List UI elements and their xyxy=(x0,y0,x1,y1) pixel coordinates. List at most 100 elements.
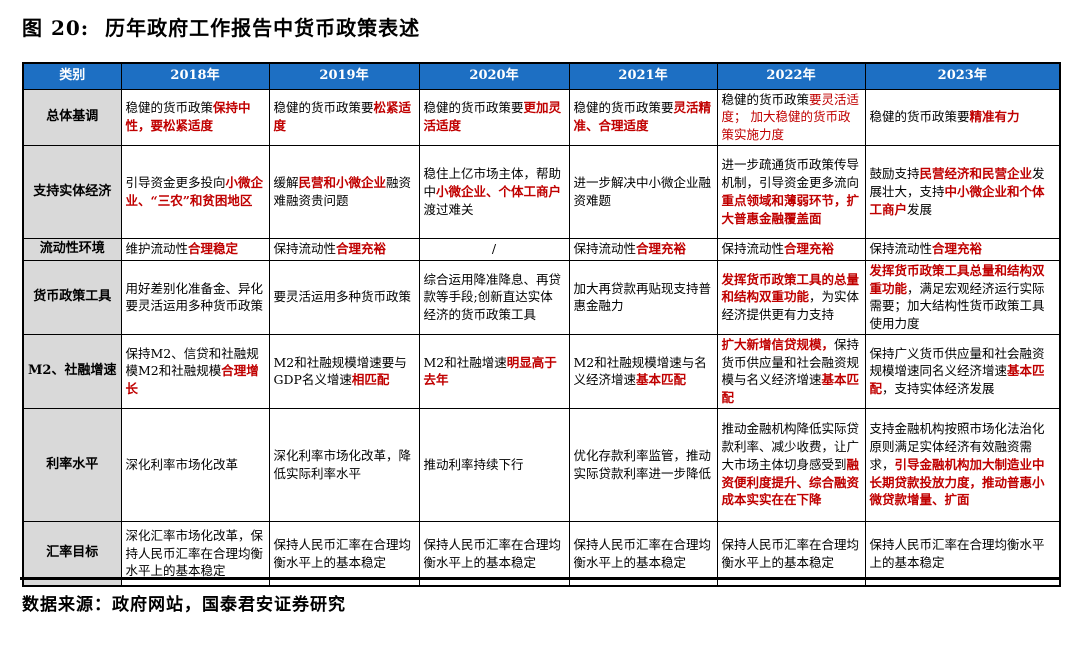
text-segment: 稳健的货币政策要 xyxy=(869,109,970,125)
text-segment: / xyxy=(491,241,497,257)
text-segment: 明显高于去年 xyxy=(423,354,557,388)
text-segment: 深化利率市场化改革 xyxy=(125,456,239,472)
table-cell: 发挥货币政策工具的总量和结构双重功能，为实体经济提供更有力支持 xyxy=(716,259,866,335)
text-segment: 综合运用降准降息、再贷款等手段;创新直达实体经济的货币政策工具 xyxy=(423,271,562,323)
text-segment: 发挥货币政策工具的总量和结构双重功能 xyxy=(721,271,860,305)
column-header: 类别 xyxy=(22,62,122,90)
text-segment: 保持中性，要松紧适度 xyxy=(125,100,251,134)
text-segment: 保持流动性 xyxy=(573,241,637,257)
text-segment: 小微企业、“三农”和贫困地区 xyxy=(125,175,264,208)
table-cell: 保持流动性合理充裕 xyxy=(716,237,866,261)
text-segment: 推动金融机构降低实际贷款利率、减少收费，让广大市场主体切身感受到 xyxy=(721,421,860,472)
text-segment: 保持货币供应量和社会融资规模与名义经济增速 xyxy=(721,336,860,388)
text-segment: 保持流动性 xyxy=(273,241,337,257)
text-segment: 发展 xyxy=(907,201,933,217)
text-segment: 稳健的货币政策 xyxy=(721,91,810,107)
text-segment: ，为实体经济提供更有力支持 xyxy=(721,289,860,323)
text-segment: 推动利率持续下行 xyxy=(423,456,524,472)
text-segment: 稳住上亿市场主体，帮助中 xyxy=(423,166,562,199)
table-cell: 推动利率持续下行 xyxy=(418,407,570,522)
text-segment: 合理增长 xyxy=(125,363,259,397)
text-segment: 发挥货币政策工具总量和结构双重功能 xyxy=(869,262,1045,296)
text-segment: 保持人民币汇率在合理均衡水平上的基本稳定 xyxy=(869,536,1045,570)
table-cell: 发挥货币政策工具总量和结构双重功能，满足宏观经济运行实际需要；加大结构性货币政策… xyxy=(864,259,1061,335)
column-header: 2019年 xyxy=(268,62,420,90)
table-cell: 保持广义货币供应量和社会融资规模增速同名义经济增速基本匹配，支持实体经济发展 xyxy=(864,333,1061,409)
text-segment: 民营经济和民营企业 xyxy=(919,166,1033,182)
text-segment: 用好差别化准备金、异化 要灵活运用多种货币政策 xyxy=(125,280,264,314)
table-row: 流动性环境 维护流动性合理稳定 保持流动性合理充裕 / 保持流动性合理充裕 保持流动性合理… xyxy=(22,237,1061,261)
table-cell: M2和社融规模增速要与GDP名义增速相匹配 xyxy=(268,333,420,409)
text-segment: 合理充裕 xyxy=(784,241,835,257)
table-cell: 进一步疏通货币政策传导机制，引导资金更多流向重点领域和薄弱环节，扩大普惠金融覆盖… xyxy=(716,144,866,239)
text-segment: 相匹配 xyxy=(351,372,390,388)
table-row: 货币政策工具 用好差别化准备金、异化 要灵活运用多种货币政策 要灵活运用多种货币政策… xyxy=(22,259,1061,335)
text-segment: ，支持实体经济发展 xyxy=(882,381,995,397)
column-header: 2022年 xyxy=(716,62,866,90)
text-segment: 融资便利度提升、综合融资成本实实在在下降 xyxy=(721,456,860,508)
table-cell: 保持流动性合理充裕 xyxy=(568,237,718,261)
table-cell: 扩大新增信贷规模，保持货币供应量和社会融资规模与名义经济增速基本匹配 xyxy=(716,333,866,409)
table-cell: / xyxy=(418,237,570,261)
text-segment: 维护流动性 xyxy=(125,241,189,257)
text-segment: 重点领域和薄弱环节，扩大普惠金融覆盖面 xyxy=(721,192,860,226)
text-segment: 深化利率市场化改革，降低实际利率水平 xyxy=(273,448,412,481)
text-segment: 稳健的货币政策要 xyxy=(273,100,374,116)
text-segment: 基本匹配 xyxy=(721,372,860,405)
table-cell: 支持金融机构按照市场化法治化原则满足实体经济有效融资需求，引导金融机构加大制造业… xyxy=(864,407,1061,522)
table-cell: 稳健的货币政策要松紧适度 xyxy=(268,88,420,146)
text-segment: 松紧适度 xyxy=(273,100,412,134)
table-cell: 进一步解决中小微企业融资难题 xyxy=(568,144,718,239)
table-cell: 缓解民营和小微企业融资难融资贵问题 xyxy=(268,144,420,239)
column-header: 2021年 xyxy=(568,62,718,90)
text-segment: 民营和小微企业 xyxy=(298,175,387,190)
text-segment: 保持人民币汇率在合理均衡水平上的基本稳定 xyxy=(273,536,412,570)
text-segment: 保持广义货币供应量和社会融资规模增速同名义经济增速 xyxy=(869,345,1045,379)
table-row: 利率水平 深化利率市场化改革 深化利率市场化改革，降低实际利率水平 推动利率持续下行 优… xyxy=(22,407,1061,522)
text-segment: 精准有力 xyxy=(969,109,1020,125)
table-body: 总体基调 稳健的货币政策保持中性，要松紧适度 稳健的货币政策要松紧适度 稳健的货币政策… xyxy=(22,88,1061,587)
row-label: 货币政策工具 xyxy=(22,259,122,335)
text-segment: 发展壮大，支持 xyxy=(869,166,1045,199)
text-segment: 加大再贷款再贴现支持普惠金融力 xyxy=(573,280,712,314)
text-segment: M2和社融增速 xyxy=(423,354,507,370)
table-cell: 稳健的货币政策要灵活精准、合理适度 xyxy=(568,88,718,146)
text-segment: 鼓励支持 xyxy=(869,166,920,182)
table-cell: 保持M2、信贷和社融规模M2和社融规模合理增长 xyxy=(120,333,270,409)
table-cell: 深化汇率市场化改革，保持人民币汇率在合理均衡水平上的基本稳定 xyxy=(120,520,270,587)
table-cell: 用好差别化准备金、异化 要灵活运用多种货币政策 xyxy=(120,259,270,335)
text-segment: 保持流动性 xyxy=(869,241,933,257)
table-cell: 保持人民币汇率在合理均衡水平上的基本稳定 xyxy=(418,520,570,587)
text-segment: 要灵活适度； 加大稳健的货币政策实施力度 xyxy=(721,91,860,143)
text-segment: 渡过难关 xyxy=(423,201,474,217)
text-segment: 稳健的货币政策 xyxy=(125,100,214,116)
text-segment: 合理充裕 xyxy=(336,241,387,257)
text-segment: 支持金融机构按照市场化法治化原则满足实体经济有效融资需求， xyxy=(869,421,1045,472)
table-cell: 保持人民币汇率在合理均衡水平上的基本稳定 xyxy=(268,520,420,587)
text-segment: ，满足宏观经济运行实际需要；加大结构性货币政策工具使用力度 xyxy=(869,280,1045,332)
text-segment: 进一步解决中小微企业融资难题 xyxy=(573,175,712,208)
table-row: 总体基调 稳健的货币政策保持中性，要松紧适度 稳健的货币政策要松紧适度 稳健的货币政策… xyxy=(22,88,1061,146)
page-title: 图 20: 历年政府工作报告中货币政策表述 xyxy=(22,16,421,40)
table-cell: 保持流动性合理充裕 xyxy=(268,237,420,261)
source-note: 数据来源：政府网站，国泰君安证券研究 xyxy=(22,595,346,615)
table-cell: M2和社融规模增速与名义经济增速基本匹配 xyxy=(568,333,718,409)
text-segment: M2和社融规模增速要与GDP名义增速 xyxy=(273,354,407,388)
text-segment: 基本匹配 xyxy=(869,363,1045,397)
text-segment: 深化汇率市场化改革，保持人民币汇率在合理均衡水平上的基本稳定 xyxy=(125,527,264,579)
row-label: 流动性环境 xyxy=(22,237,122,261)
table-cell: 维护流动性合理稳定 xyxy=(120,237,270,261)
text-segment: 保持人民币汇率在合理均衡水平上的基本稳定 xyxy=(573,536,712,570)
table-row: 汇率目标 深化汇率市场化改革，保持人民币汇率在合理均衡水平上的基本稳定 保持人民币汇… xyxy=(22,520,1061,587)
text-segment: 缓解 xyxy=(273,175,299,190)
text-segment: 融资难融资贵问题 xyxy=(273,175,412,208)
text-segment: 保持人民币汇率在合理均衡水平上的基本稳定 xyxy=(721,536,860,570)
text-segment: 小微企业、个体工商户 xyxy=(436,183,562,199)
table-cell: 引导资金更多投向小微企业、“三农”和贫困地区 xyxy=(120,144,270,239)
text-segment: 进一步疏通货币政策传导机制，引导资金更多流向 xyxy=(721,157,860,190)
table-cell: 要灵活运用多种货币政策 xyxy=(268,259,420,335)
text-segment: 基本匹配 xyxy=(636,372,687,388)
column-header: 2018年 xyxy=(120,62,270,90)
text-segment: 更加灵活适度 xyxy=(423,100,562,134)
